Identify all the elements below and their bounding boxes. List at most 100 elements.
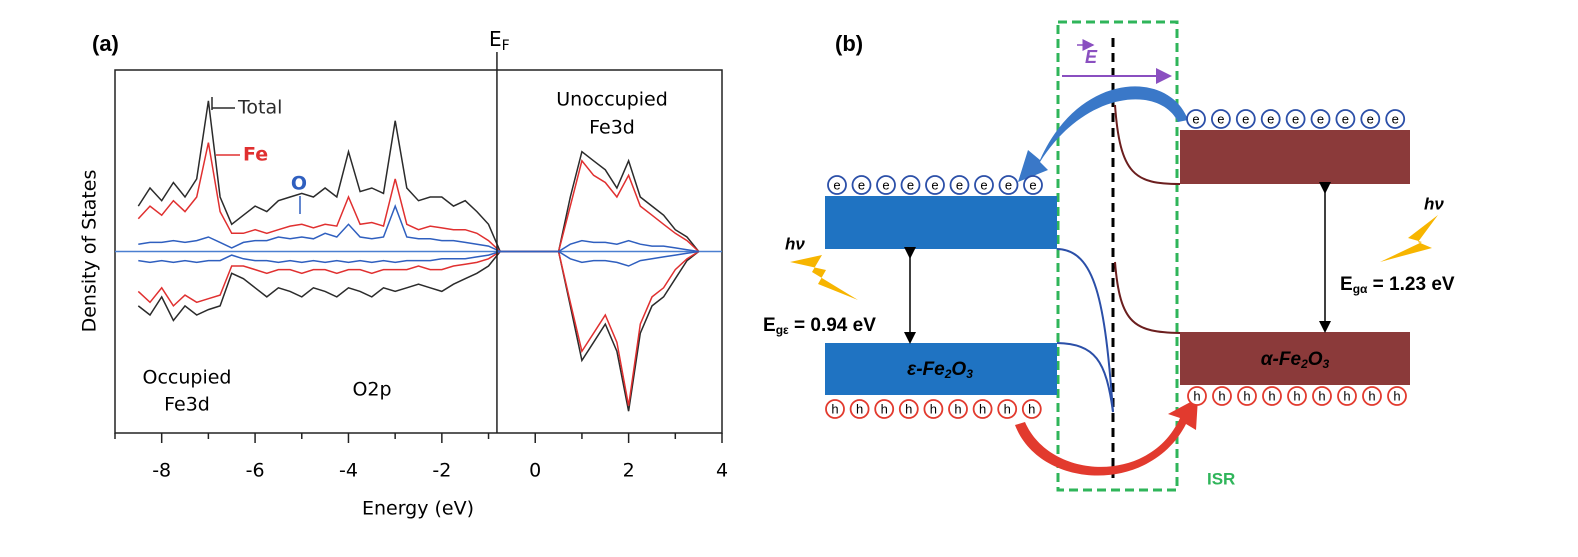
x-tick-label: 2 bbox=[623, 460, 635, 482]
electron-label: e bbox=[1392, 111, 1399, 126]
hole-transfer-arrow bbox=[1015, 398, 1198, 476]
hole-circle bbox=[1337, 386, 1357, 406]
legend-label: O bbox=[291, 173, 307, 195]
hole-label: h bbox=[1343, 388, 1350, 403]
hole-label: h bbox=[1368, 388, 1375, 403]
electron-label: e bbox=[1317, 111, 1324, 126]
dos-line bbox=[137, 142, 700, 253]
hole-label: h bbox=[831, 401, 838, 416]
electron-label: e bbox=[1242, 111, 1249, 126]
fermi-label: EF bbox=[489, 27, 510, 55]
dos-line bbox=[137, 250, 700, 412]
x-tick-label: -6 bbox=[246, 460, 265, 482]
hole-circle bbox=[1187, 386, 1207, 406]
electron-circle bbox=[925, 175, 945, 195]
hole-label: h bbox=[1293, 388, 1300, 403]
hole-circle bbox=[1312, 386, 1332, 406]
electron-circle bbox=[1211, 109, 1231, 129]
hole-label: h bbox=[1318, 388, 1325, 403]
field-label: E bbox=[1085, 47, 1098, 67]
x-tick-label: -4 bbox=[339, 460, 358, 482]
lightning bbox=[790, 255, 858, 300]
electron-circle bbox=[974, 175, 994, 195]
hole-label: h bbox=[905, 401, 912, 416]
phase-part: α-Fe bbox=[1261, 349, 1302, 370]
fermi-symbol: E bbox=[489, 27, 502, 51]
annotation: Fe3d bbox=[589, 117, 635, 139]
hole-circle bbox=[898, 399, 919, 419]
hole-label: h bbox=[1004, 401, 1011, 416]
epsilon-cb bbox=[825, 196, 1057, 249]
electron-label: e bbox=[980, 177, 987, 192]
electron-label: e bbox=[1192, 111, 1199, 126]
x-tick-label: 4 bbox=[716, 460, 728, 482]
band-bending bbox=[1114, 104, 1181, 185]
panel-label: (b) bbox=[835, 31, 863, 56]
dos-line bbox=[137, 100, 700, 253]
electron-circle bbox=[876, 175, 896, 195]
hole-circle bbox=[1021, 399, 1042, 419]
fermi-subscript: F bbox=[502, 38, 510, 54]
hole-circle bbox=[849, 399, 870, 419]
electron-label: e bbox=[1005, 177, 1012, 192]
electron-circle bbox=[949, 175, 970, 195]
electron-label: e bbox=[907, 177, 914, 192]
gap-subscript: gε bbox=[776, 323, 789, 337]
electron-circle bbox=[900, 175, 921, 195]
hole-label: h bbox=[1243, 388, 1250, 403]
x-tick-label: -2 bbox=[432, 460, 451, 482]
hole-label: h bbox=[1268, 388, 1275, 403]
isr-box bbox=[1056, 20, 1179, 492]
hole-circle bbox=[1287, 386, 1307, 406]
electron-circle bbox=[998, 175, 1019, 195]
phase-part: 2 bbox=[1300, 357, 1308, 371]
electron-circle bbox=[1235, 109, 1256, 129]
dos-line bbox=[138, 250, 699, 267]
gap-subscript: gα bbox=[1353, 282, 1368, 296]
gap-symbol: E bbox=[763, 315, 776, 336]
electron-label: e bbox=[1292, 111, 1299, 126]
annotation: Occupied bbox=[143, 367, 232, 389]
electron-circle bbox=[1360, 109, 1381, 129]
panel-label: (a) bbox=[92, 31, 119, 56]
electron-circle bbox=[1260, 109, 1281, 129]
electron-label: e bbox=[1029, 177, 1036, 192]
legend-label: Fe bbox=[243, 144, 268, 166]
hole-circle bbox=[997, 399, 1018, 419]
phase-part: O bbox=[1308, 349, 1323, 370]
electron-label: e bbox=[956, 177, 963, 192]
electron-label: e bbox=[1367, 111, 1374, 126]
hole-circle bbox=[923, 399, 944, 419]
photon-label: hν bbox=[1424, 194, 1444, 213]
phase-part: 2 bbox=[944, 367, 952, 381]
gap-label: Egα = 1.23 eV bbox=[1340, 274, 1455, 296]
electron-circle bbox=[1023, 175, 1043, 195]
x-tick-label: 0 bbox=[529, 460, 541, 482]
gap-symbol: E bbox=[1340, 274, 1353, 295]
band-bending bbox=[1056, 248, 1114, 413]
hole-label: h bbox=[856, 401, 863, 416]
epsilon-vb bbox=[825, 343, 1057, 395]
band-diagram: (b) E hν hν Egε = 0.94 eV Egα = 1.23 eV … bbox=[763, 20, 1455, 492]
isr-label: ISR bbox=[1207, 469, 1235, 488]
hole-label: h bbox=[881, 401, 888, 416]
phase-part: O bbox=[951, 359, 966, 380]
x-tick-label: -8 bbox=[152, 460, 171, 482]
hole-label: h bbox=[930, 401, 937, 416]
annotation: Unoccupied bbox=[556, 89, 668, 111]
photon-label: hν bbox=[785, 234, 805, 253]
lightning bbox=[1380, 215, 1438, 262]
gap-value: = 1.23 eV bbox=[1367, 274, 1454, 295]
electron-label: e bbox=[1267, 111, 1274, 126]
x-axis-label: Energy (eV) bbox=[362, 498, 474, 520]
electron-transfer-arrow bbox=[1018, 86, 1188, 182]
legend-leader bbox=[211, 97, 235, 110]
phase-part: 3 bbox=[966, 367, 973, 381]
electron-circle bbox=[1385, 109, 1406, 129]
electron-circle bbox=[1310, 109, 1331, 129]
band-bending bbox=[1056, 342, 1114, 413]
electron-label: e bbox=[1342, 111, 1349, 126]
phase-label: ε-Fe2O3 bbox=[907, 359, 973, 381]
hole-circle bbox=[1362, 386, 1382, 406]
